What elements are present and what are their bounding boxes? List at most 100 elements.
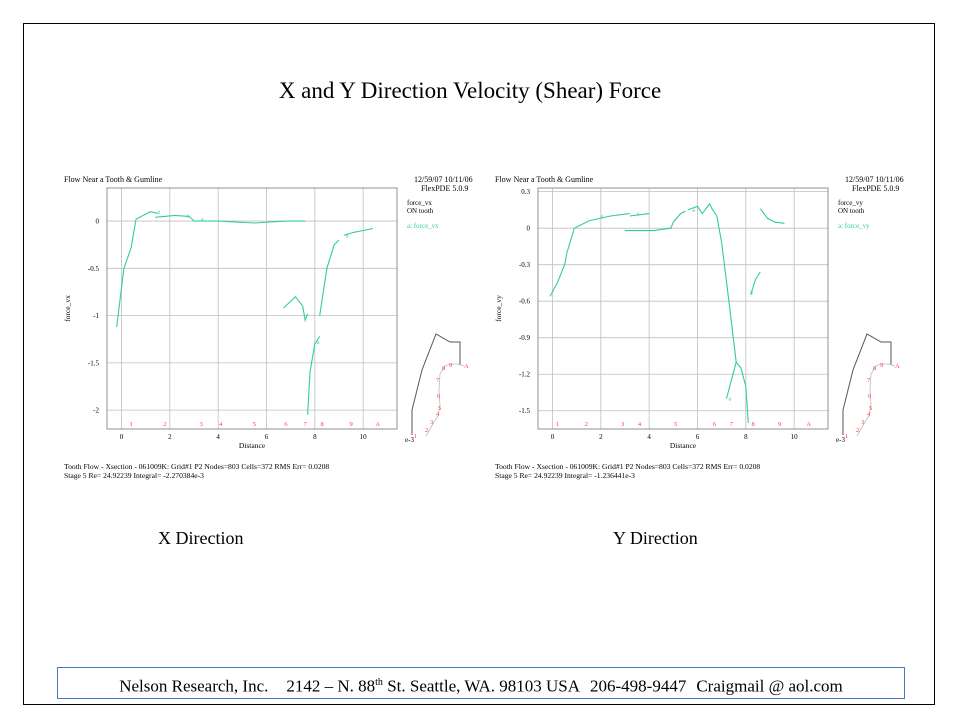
y-x-tick-label: 8 [744,433,748,441]
x-point-label: a [317,340,320,346]
y-y-tick-label: -1.2 [519,371,531,379]
y-y-tick-label: -0.9 [519,334,531,342]
y-geometry-node-label: 9 [880,362,883,369]
y-node-marker: 8 [751,421,754,428]
y-node-marker: 1 [556,421,559,428]
x-date-stamp: 12/59/07 10/11/06 [414,175,473,184]
x-geometry-node-label: 1 [414,433,417,440]
x-geometry-node-label: 2 [425,427,428,434]
y-y-axis-label: force_vy [494,295,503,322]
x-geometry-node-label: 3 [430,419,433,426]
x-x-tick-label: 2 [168,433,172,441]
y-series-line [750,271,761,296]
x-node-marker: 2 [163,421,166,428]
y-x-unit-label: e-3 [836,436,845,444]
x-node-marker: A [375,421,380,428]
y-point-label: a [637,212,640,218]
x-node-marker: 9 [349,421,352,428]
y-legend-title: force_vy [838,199,863,207]
y-y-tick-label: -0.6 [519,298,531,306]
page-title: X and Y Direction Velocity (Shear) Force [278,78,662,103]
y-series-line [725,360,749,423]
y-geometry-node-label: 4 [867,411,871,418]
x-point-label: a [157,210,160,216]
footer-address-sup: th [375,677,383,688]
x-point-label: a [346,233,349,239]
x-point-label: a [201,217,204,223]
x-x-tick-label: 10 [360,433,368,441]
x-info-line-2: Stage 5 Re= 24.92239 Integral= -2.270384… [64,471,204,480]
y-y-tick-label: -1.5 [519,407,531,415]
x-version-stamp: FlexPDE 5.0.9 [421,184,468,193]
y-chart-title: Flow Near a Tooth & Gumline [495,175,594,184]
y-x-tick-label: 4 [647,433,651,441]
x-node-marker: 5 [253,421,256,428]
y-geometry-node-label: 7 [867,377,871,384]
y-point-label: a [692,208,695,214]
footer-address-number: 2142 – N. 88 [286,676,376,696]
x-x-tick-label: 8 [313,433,317,441]
y-node-marker: A [806,421,811,428]
y-y-tick-label: -0.3 [519,261,531,269]
x-geometry-outline [411,333,461,435]
x-series-line [155,214,306,224]
y-node-marker: 9 [778,421,781,428]
y-info-line-2: Stage 5 Re= 24.92239 Integral= -1.236441… [495,471,635,480]
y-series-line [687,202,737,363]
y-x-axis-label: Distance [670,441,697,450]
y-version-stamp: FlexPDE 5.0.9 [852,184,899,193]
x-y-tick-label: 0 [96,218,100,226]
x-legend-entry: a: force_vx [407,222,439,230]
x-y-tick-label: -1 [93,312,99,320]
x-x-tick-label: 4 [216,433,220,441]
x-node-marker: 6 [284,421,288,428]
x-point-label: a [186,213,189,219]
x-legend-subtitle: ON tooth [407,207,434,215]
y-geometry-node-label: 2 [856,427,859,434]
y-node-marker: 2 [585,421,588,428]
x-series-line [307,336,321,415]
y-point-label: a [600,214,603,220]
y-y-tick-label: 0.3 [521,188,530,196]
footer-phone: 206-498-9447 [590,676,687,696]
y-series-line [759,208,785,224]
x-geometry-boundary [425,363,465,437]
x-y-tick-label: -0.5 [88,265,100,273]
y-x-tick-label: 2 [599,433,603,441]
x-node-marker: 8 [320,421,323,428]
y-info-line-1: Tooth Flow - Xsection - 061009K: Grid#1 … [495,462,760,471]
y-node-marker: 4 [638,421,642,428]
footer-company: Nelson Research, Inc. [119,676,269,696]
x-series-line [283,295,309,323]
y-series-line [549,213,630,297]
x-geometry-node-label: 9 [449,362,452,369]
x-geometry-node-label: 5 [438,405,441,412]
x-geometry-node-label: 6 [437,393,441,400]
y-x-tick-label: 10 [791,433,799,441]
y-geometry-node-label: 6 [868,393,872,400]
chart-x-direction: Flow Near a Tooth & Gumline 12/59/07 10/1… [62,172,483,480]
y-node-marker: 6 [713,421,717,428]
chart-y-svg: Flow Near a Tooth & Gumline 12/59/07 10/1… [494,175,904,480]
x-plot-area [106,187,398,430]
x-node-marker: 4 [219,421,223,428]
y-series-line [629,213,650,217]
y-node-marker: 7 [730,421,734,428]
y-point-label: a [750,289,753,295]
x-node-marker: 1 [130,421,133,428]
slide-frame [23,23,935,705]
x-y-tick-label: -2 [93,407,99,415]
x-node-marker: 3 [200,421,203,428]
caption-y-direction: Y Direction [613,528,698,548]
x-series-line [116,211,158,327]
y-date-stamp: 12/59/07 10/11/06 [845,175,904,184]
chart-x-svg: Flow Near a Tooth & Gumline 12/59/07 10/1… [63,175,473,480]
y-point-label: a [729,397,732,403]
y-x-tick-label: 0 [551,433,555,441]
y-geometry-node-label: A [895,363,900,370]
y-y-tick-label: 0 [527,225,531,233]
x-info-line-1: Tooth Flow - Xsection - 061009K: Grid#1 … [64,462,329,471]
caption-x-direction: X Direction [158,528,244,548]
x-legend-title: force_vx [407,199,432,207]
x-x-tick-label: 6 [265,433,269,441]
